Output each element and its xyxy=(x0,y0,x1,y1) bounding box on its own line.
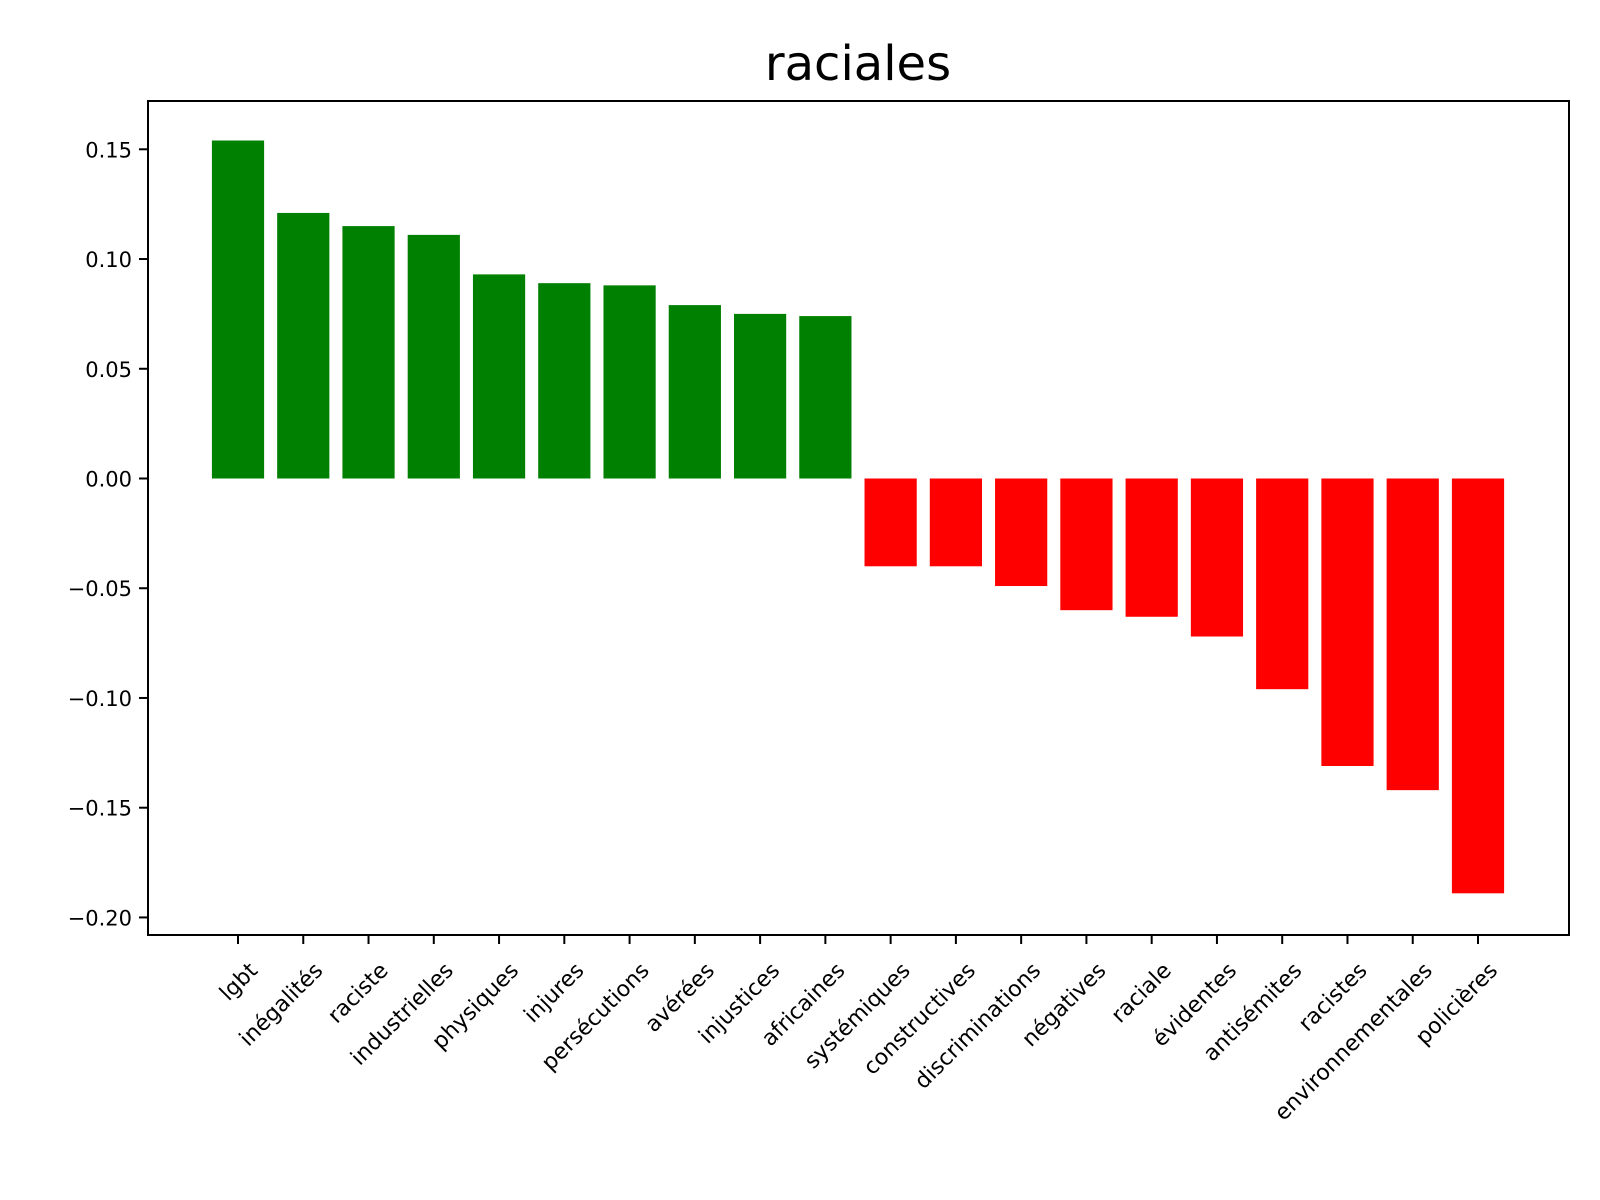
bar-16 xyxy=(1256,478,1309,690)
bar-6 xyxy=(603,285,656,479)
y-tick-label-5: −0.10 xyxy=(68,687,132,711)
bars-group xyxy=(211,140,1505,894)
y-tick-label-6: −0.15 xyxy=(68,797,132,821)
bar-14 xyxy=(1125,478,1178,617)
x-tick-label-0: lgbt xyxy=(215,958,263,1006)
bar-11 xyxy=(929,478,982,567)
bar-10 xyxy=(864,478,917,567)
bar-17 xyxy=(1321,478,1374,767)
x-tick-label-11: constructives xyxy=(859,958,981,1080)
bar-4 xyxy=(472,274,526,479)
bar-0 xyxy=(211,140,265,479)
bar-12 xyxy=(995,478,1048,587)
plot-frame xyxy=(147,100,1570,936)
bar-1 xyxy=(277,212,330,479)
y-tick-label-3: 0.00 xyxy=(85,467,132,491)
y-axis: 0.15 0.10 0.05 0.00 −0.05 −0.10 −0.15 −0.20 xyxy=(68,138,148,930)
y-tick-label-0: 0.15 xyxy=(85,138,132,162)
bar-7 xyxy=(668,305,721,479)
bar-18 xyxy=(1386,478,1439,791)
y-tick-label-7: −0.20 xyxy=(68,906,132,930)
bar-2 xyxy=(342,226,395,479)
bar-3 xyxy=(407,234,460,479)
bar-13 xyxy=(1060,478,1113,611)
x-axis: lgbtinégalitésracisteindustriellesphysiq… xyxy=(215,935,1503,1126)
bar-15 xyxy=(1190,478,1244,637)
y-tick-label-2: 0.05 xyxy=(85,358,132,382)
y-tick-label-4: −0.05 xyxy=(68,577,132,601)
bar-8 xyxy=(734,313,787,479)
chart-title: raciales xyxy=(765,36,951,92)
y-tick-label-1: 0.10 xyxy=(85,248,132,272)
bar-9 xyxy=(799,316,852,479)
bar-19 xyxy=(1451,478,1505,894)
bar-5 xyxy=(538,283,591,479)
